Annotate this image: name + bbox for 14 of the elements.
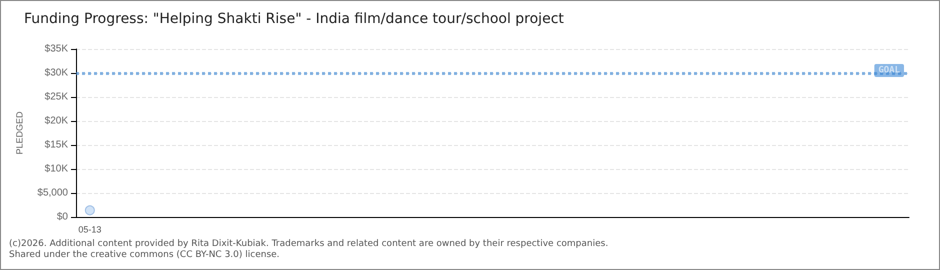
chart-title: Funding Progress: "Helping Shakti Rise" - India film/dance tour/school project — [24, 11, 564, 27]
y-tick-label: $5,000 — [37, 188, 68, 198]
y-tick-label: $25K — [44, 92, 68, 102]
y-axis-title: PLEDGED — [14, 110, 24, 155]
text: (c)2026. Additional content provided by Rita Dixit-Kubiak. Trademarks and related content are owned by their respective companies. — [9, 239, 608, 249]
y-tick-label: $0 — [56, 212, 68, 222]
y-tick-label: $15K — [44, 140, 68, 150]
text: Shared under the creative commons (CC BY-NC 3.0) license. — [9, 250, 280, 260]
y-tick-label: $30K — [44, 68, 68, 78]
ref-line-label: GOAL — [878, 66, 901, 76]
y-tick-label: $35K — [44, 44, 68, 54]
x-tick-label: 05-13 — [78, 224, 102, 234]
y-tick-label: $10K — [44, 164, 68, 174]
y-tick-label: $20K — [44, 116, 68, 126]
